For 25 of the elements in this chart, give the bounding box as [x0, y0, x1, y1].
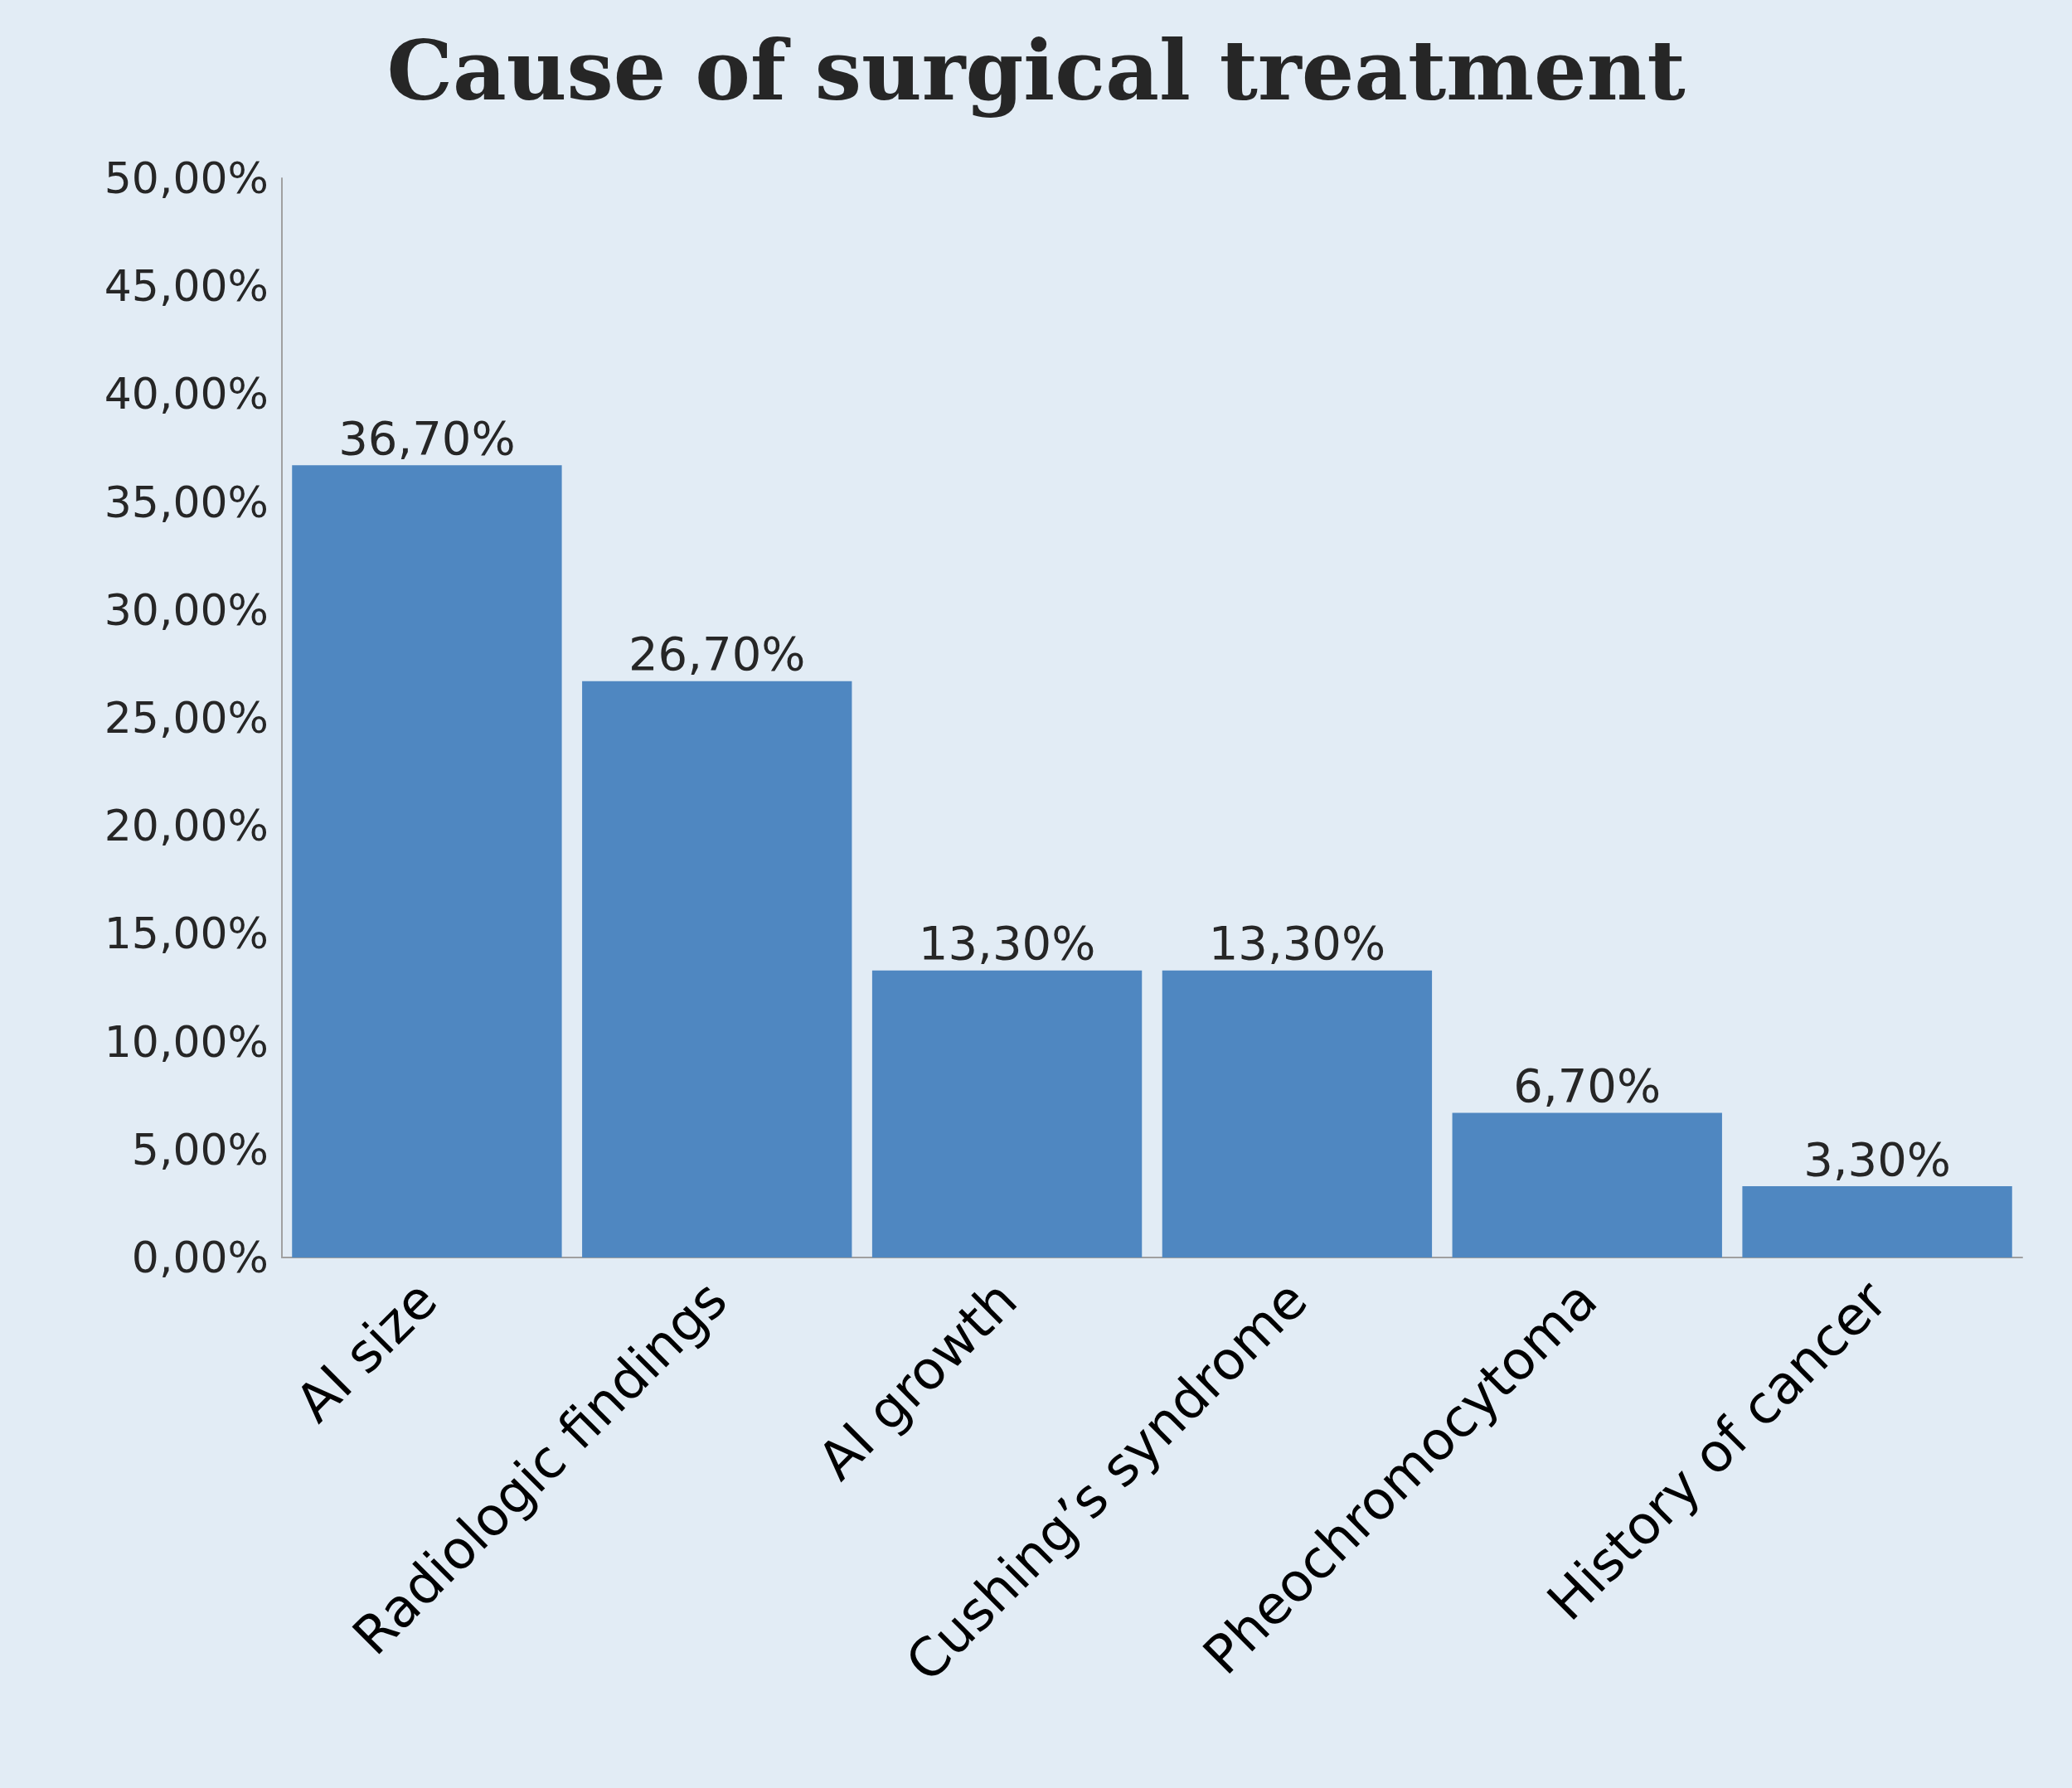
chart-title: Cause of surgical treatment [386, 22, 1686, 119]
y-tick-label: 40,00% [104, 369, 269, 419]
y-tick-label: 20,00% [104, 801, 269, 851]
bar [582, 681, 852, 1257]
data-label: 26,70% [628, 627, 806, 681]
data-label: 6,70% [1513, 1059, 1662, 1113]
data-label: 13,30% [1208, 916, 1386, 971]
y-tick-label: 5,00% [131, 1124, 269, 1175]
y-tick-label: 10,00% [104, 1016, 269, 1067]
data-label: 3,30% [1803, 1131, 1952, 1186]
y-tick-label: 0,00% [131, 1233, 269, 1282]
y-tick-label: 50,00% [104, 153, 269, 203]
data-label: 36,70% [338, 410, 516, 465]
y-tick-label: 35,00% [104, 477, 269, 527]
data-label: 13,30% [918, 916, 1096, 971]
y-tick-label: 15,00% [104, 909, 269, 959]
bar [1742, 1186, 2012, 1257]
bar [292, 465, 562, 1257]
y-tick-label: 30,00% [104, 584, 269, 635]
x-tick-label: AI size [284, 1268, 449, 1434]
bar [1162, 970, 1433, 1257]
bar [871, 970, 1143, 1257]
y-tick-label: 45,00% [104, 261, 269, 312]
bar [1452, 1112, 1722, 1257]
y-tick-label: 25,00% [104, 693, 269, 743]
